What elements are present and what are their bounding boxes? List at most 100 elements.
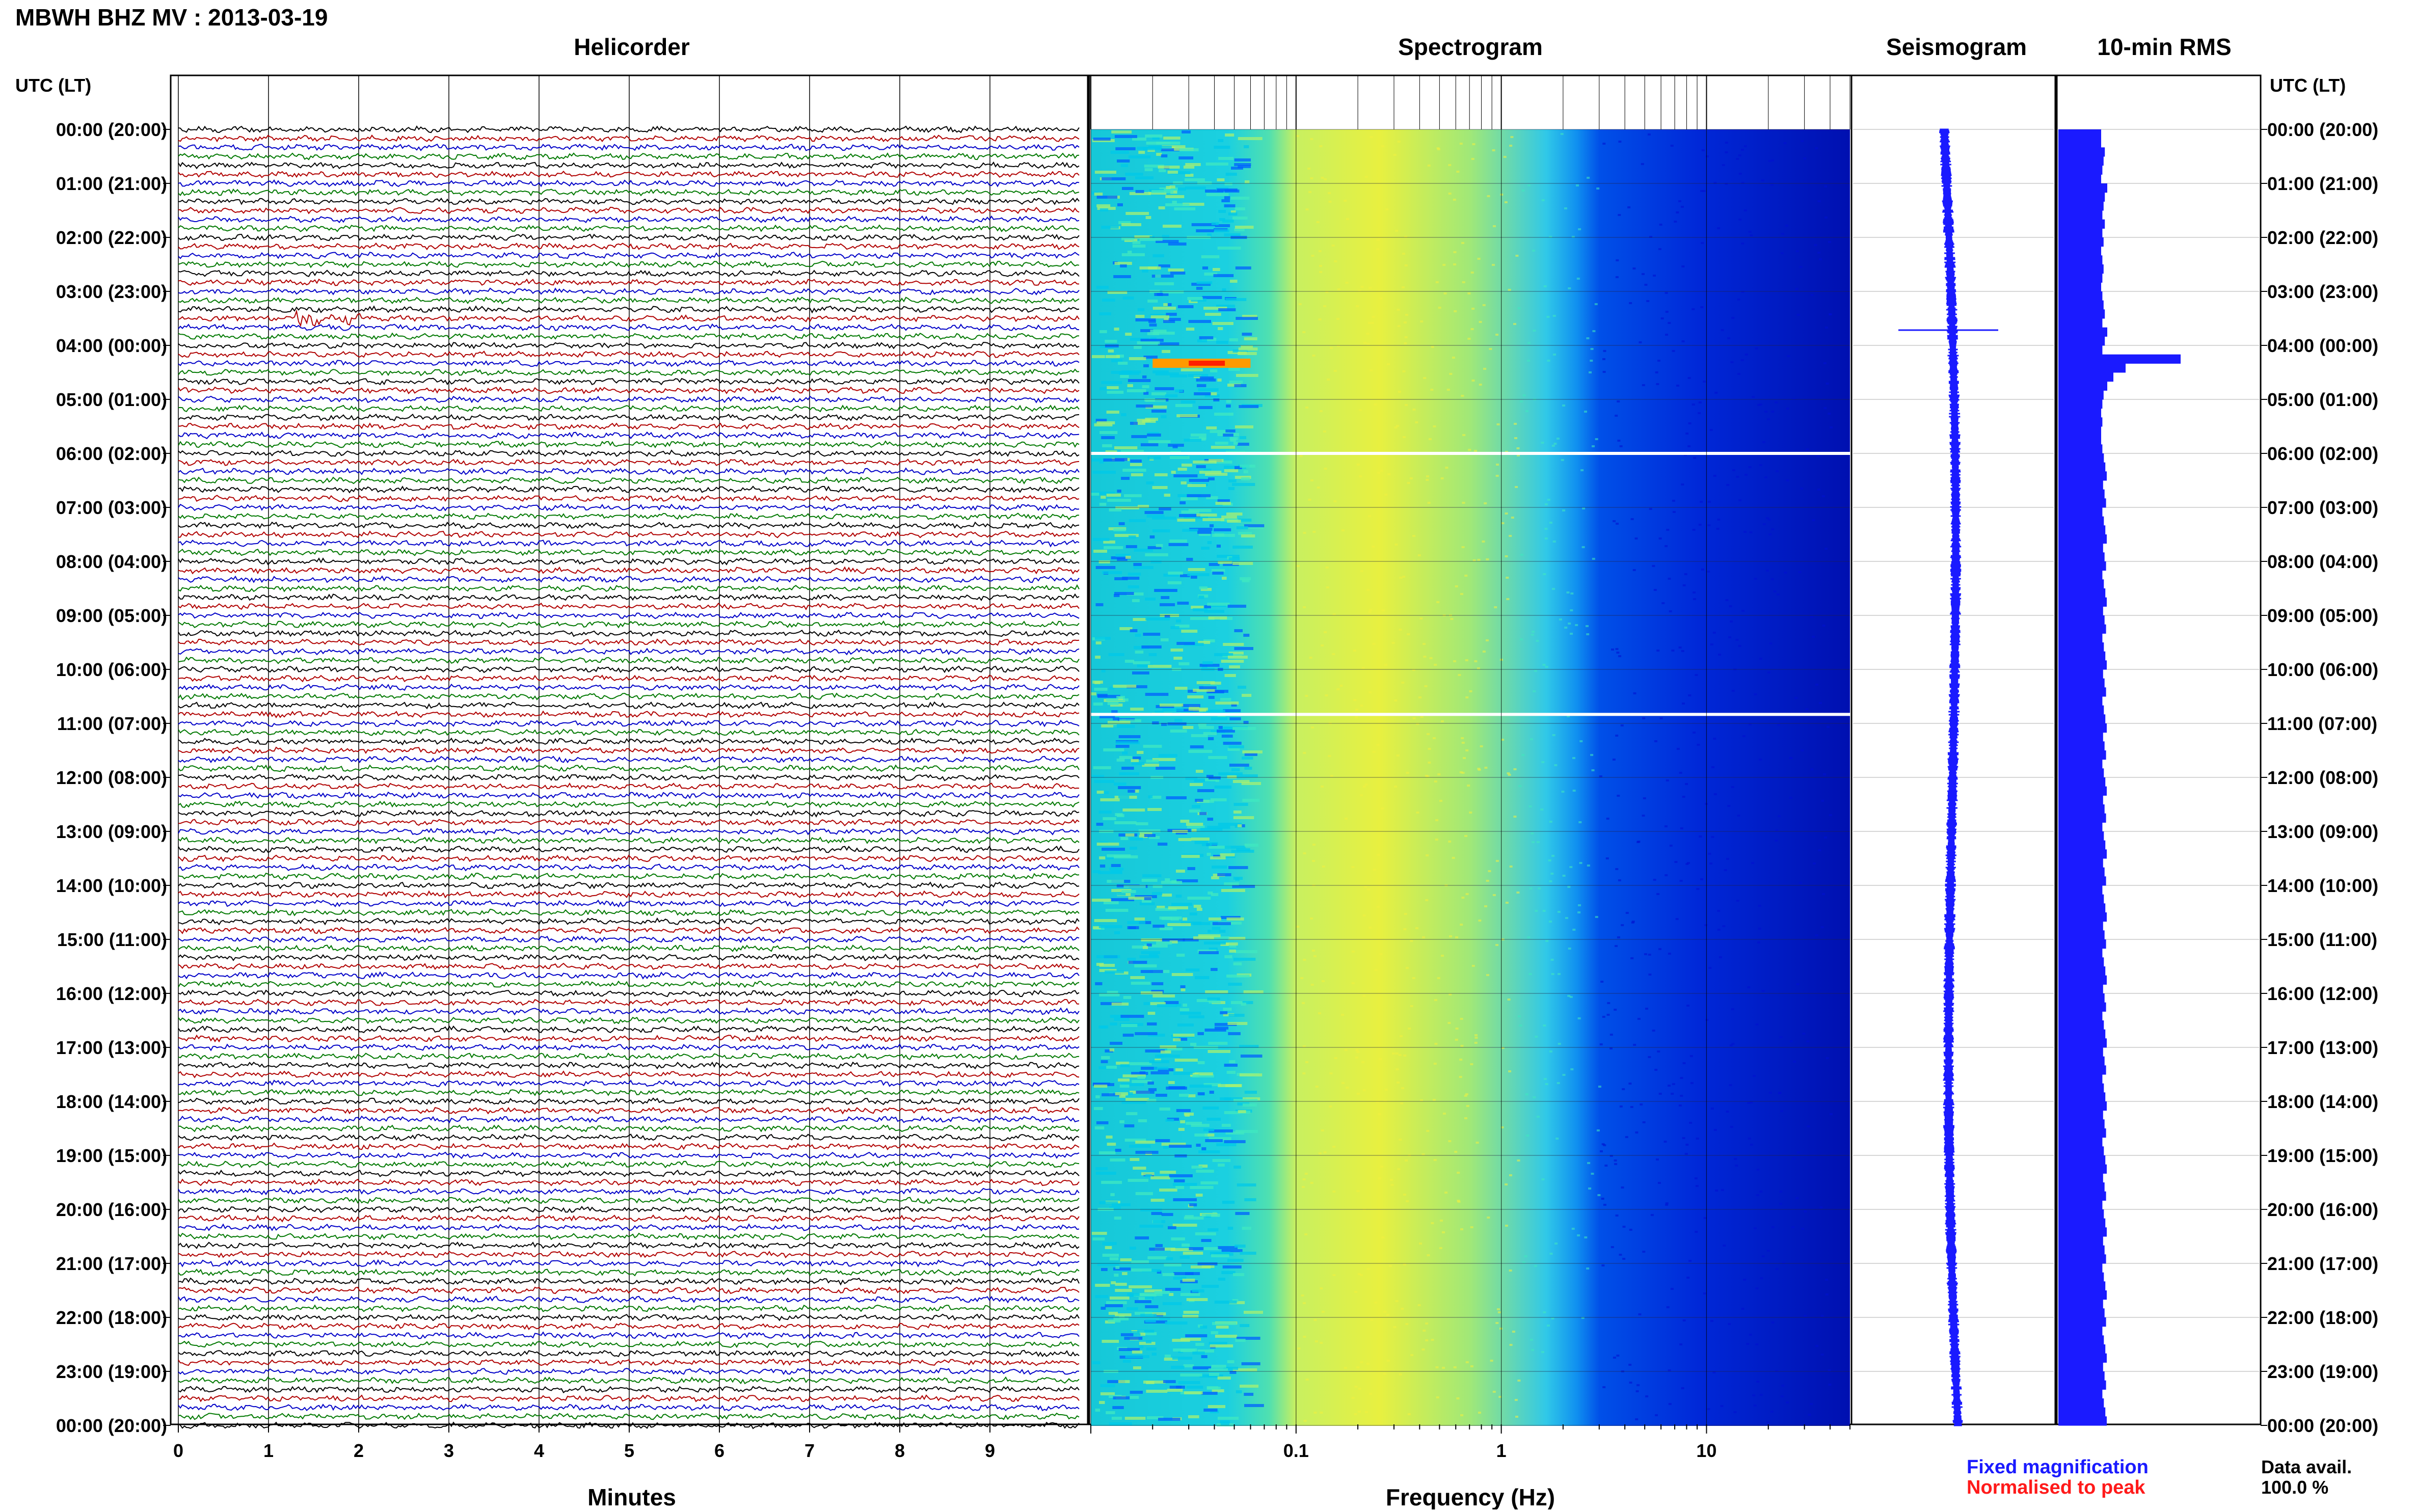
helicorder-trace-row (178, 1124, 1080, 1132)
spectrogram-cell (1168, 1081, 1175, 1084)
spectrogram-cell (1176, 1386, 1185, 1389)
hour-label-left: 04:00 (00:00) (56, 335, 167, 356)
spectrogram-cell (1091, 493, 1099, 496)
spectrogram-cell (1321, 644, 1324, 646)
helicorder-trace-row (178, 413, 1080, 421)
spectrogram-cell (1126, 685, 1147, 688)
spectrogram-cell (1157, 1004, 1177, 1007)
spectrogram-cell (1700, 501, 1703, 503)
rms-bar (2058, 372, 2113, 382)
spectrogram-cell (1644, 953, 1647, 955)
seismogram-trace (1898, 128, 1998, 1426)
spectrogram-cell (1244, 1404, 1264, 1407)
spectrogram-cell (1109, 1048, 1114, 1051)
spectrogram-cell (1140, 1314, 1157, 1317)
spectrogram-cell (1729, 1044, 1733, 1046)
spectrogram-cell (1191, 576, 1197, 579)
spectrogram-cell (1551, 445, 1555, 447)
spectrogram-cell (1313, 955, 1317, 957)
spectrogram-cell (1713, 475, 1716, 477)
helicorder-trace-row (178, 332, 1080, 340)
spectrogram-cell (1351, 982, 1355, 984)
spectrogram-cell (1434, 999, 1437, 1001)
spectrogram-cell (1483, 368, 1487, 370)
spectrogram-cell (1196, 287, 1203, 290)
spectrogram-cell (1741, 149, 1744, 151)
spectrogram-cell (1105, 1049, 1113, 1052)
spectrogram-cell (1310, 479, 1313, 481)
spectrogram-cell (1619, 445, 1623, 447)
minute-tick-label: 4 (534, 1440, 544, 1461)
spectrogram-cell (1168, 1086, 1186, 1089)
spectrogram-cell (1684, 573, 1687, 575)
spectrogram-cell (1160, 938, 1185, 941)
spectrogram-cell (1657, 1182, 1661, 1184)
spectrogram-cell (1101, 436, 1115, 439)
spectrogram-cell (1242, 757, 1253, 760)
spectrogram-cell (1115, 745, 1130, 748)
spectrogram-cell (1543, 285, 1547, 287)
spectrogram-cell (1393, 154, 1397, 156)
rms-bar (2058, 1389, 2103, 1399)
rms-bar (2058, 426, 2101, 436)
spectrogram-cell (1107, 1143, 1116, 1146)
spectrogram-cell (1218, 772, 1243, 775)
spectrogram-cell (1433, 1159, 1437, 1161)
spectrogram-cell (1150, 1176, 1170, 1179)
spectrogram-cell (1155, 372, 1179, 375)
spectrogram-cell (1244, 1311, 1263, 1314)
spectrogram-cell (1366, 333, 1370, 335)
spectrogram-cell (1687, 377, 1691, 379)
spectrogram-cell (1399, 1373, 1402, 1375)
spectrogram-cell (1695, 674, 1698, 676)
spectrogram-cell (1120, 1064, 1130, 1067)
spectrogram-cell (1520, 638, 1523, 640)
spectrogram-cell (1134, 646, 1149, 649)
spectrogram-cell (1189, 809, 1201, 813)
spectrogram-cell (1212, 322, 1233, 325)
spectrogram-cell (1303, 532, 1306, 534)
spectrogram-cell (1823, 407, 1827, 409)
spectrogram-cell (1730, 361, 1734, 363)
spectrogram-cell (1426, 475, 1429, 477)
rms-bar (2058, 246, 2101, 256)
spectrogram-cell (1179, 1256, 1190, 1259)
spectrogram-cell (1618, 879, 1621, 881)
spectrogram-cell (1230, 280, 1238, 283)
spectrogram-cell (1362, 1089, 1366, 1091)
spectrogram-cell (1120, 1015, 1144, 1018)
spectrogram-cell (1141, 879, 1158, 882)
helicorder-trace-row (178, 737, 1080, 746)
helicorder-trace-row (178, 485, 1080, 494)
spectrogram-cell (1302, 1186, 1305, 1188)
spectrogram-cell (1155, 1248, 1175, 1251)
spectrogram-cell (1370, 1319, 1374, 1321)
spectrogram-cell (1242, 1227, 1251, 1230)
spectrogram-cell (1202, 1106, 1219, 1110)
spectrogram-cell (1217, 873, 1231, 876)
spectrogram-cell (1115, 1149, 1121, 1152)
spectrogram-cell (1312, 355, 1316, 357)
spectrogram-cell (1163, 320, 1175, 323)
spectrogram-cell (1160, 927, 1173, 930)
spectrogram-cell (1095, 1167, 1108, 1170)
spectrogram-cell (1236, 526, 1248, 529)
spectrogram-cell (1145, 598, 1156, 601)
spectrogram-cell (1092, 538, 1110, 541)
spectrogram-cell (1160, 1050, 1171, 1054)
spectrogram-cell (1330, 775, 1333, 777)
spectrogram-cell (1505, 902, 1509, 904)
spectrogram-cell (1313, 1319, 1317, 1321)
spectrogram-cell (1218, 726, 1223, 729)
spectrogram-cell (1767, 418, 1770, 420)
spectrogram-cell (1183, 1311, 1199, 1314)
spectrogram-cell (1551, 973, 1554, 975)
spectrogram-cell (1627, 206, 1631, 208)
spectrogram-cell (1132, 245, 1146, 248)
spectrogram-cell (1358, 1411, 1361, 1413)
helicorder-trace-row (178, 386, 1080, 395)
rms-bar (2058, 1182, 2105, 1192)
spectrogram-cell (1143, 745, 1162, 748)
spectrogram-cell (1619, 1105, 1623, 1108)
spectrogram-cell (1601, 1264, 1605, 1266)
